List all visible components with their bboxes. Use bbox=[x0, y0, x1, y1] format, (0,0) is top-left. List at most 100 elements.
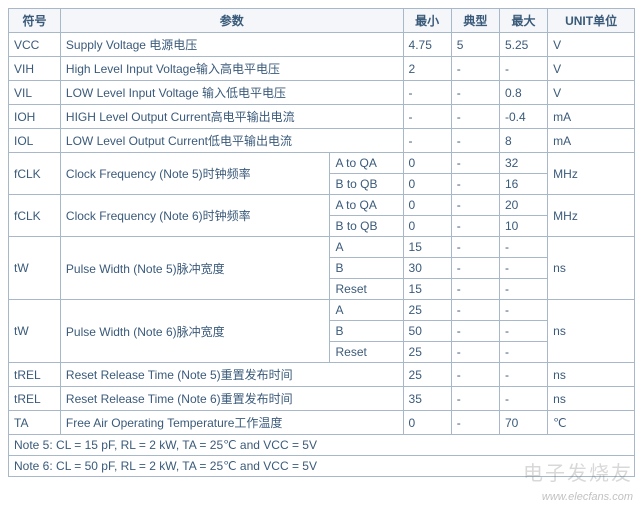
cell-unit: MHz bbox=[548, 153, 635, 195]
cell-max: 10 bbox=[499, 216, 547, 237]
cell-max: - bbox=[499, 342, 547, 363]
cell-max: - bbox=[499, 321, 547, 342]
cell-min: 0 bbox=[403, 216, 451, 237]
cell-unit: V bbox=[548, 81, 635, 105]
cell-cond: B to QB bbox=[330, 174, 403, 195]
table-row: TA Free Air Operating Temperature工作温度 0 … bbox=[9, 411, 635, 435]
cell-min: 15 bbox=[403, 237, 451, 258]
cell-sym: fCLK bbox=[9, 153, 61, 195]
cell-unit: ns bbox=[548, 300, 635, 363]
table-row: IOH HIGH Level Output Current高电平输出电流 - -… bbox=[9, 105, 635, 129]
cell-max: - bbox=[499, 258, 547, 279]
cell-max: - bbox=[499, 300, 547, 321]
cell-typ: - bbox=[451, 342, 499, 363]
table-row: tW Pulse Width (Note 6)脉冲宽度 A 25 - - ns bbox=[9, 300, 635, 321]
cell-param: HIGH Level Output Current高电平输出电流 bbox=[60, 105, 403, 129]
cell-typ: 5 bbox=[451, 33, 499, 57]
cell-typ: - bbox=[451, 279, 499, 300]
cell-unit: mA bbox=[548, 129, 635, 153]
cell-cond: Reset bbox=[330, 342, 403, 363]
cell-max: - bbox=[499, 363, 547, 387]
header-unit: UNIT单位 bbox=[548, 9, 635, 33]
cell-sym: VIL bbox=[9, 81, 61, 105]
cell-min: 0 bbox=[403, 153, 451, 174]
cell-max: - bbox=[499, 279, 547, 300]
cell-sym: tW bbox=[9, 300, 61, 363]
cell-min: 30 bbox=[403, 258, 451, 279]
cell-min: 25 bbox=[403, 300, 451, 321]
cell-typ: - bbox=[451, 300, 499, 321]
cell-param: Pulse Width (Note 6)脉冲宽度 bbox=[60, 300, 330, 363]
cell-min: 0 bbox=[403, 195, 451, 216]
cell-min: 50 bbox=[403, 321, 451, 342]
cell-max: -0.4 bbox=[499, 105, 547, 129]
table-row: VIH High Level Input Voltage输入高电平电压 2 - … bbox=[9, 57, 635, 81]
cell-sym: VIH bbox=[9, 57, 61, 81]
cell-min: - bbox=[403, 81, 451, 105]
cell-cond: B to QB bbox=[330, 216, 403, 237]
spec-table: 符号 参数 最小 典型 最大 UNIT单位 VCC Supply Voltage… bbox=[8, 8, 635, 477]
cell-unit: ns bbox=[548, 363, 635, 387]
cell-max: 8 bbox=[499, 129, 547, 153]
table-row: fCLK Clock Frequency (Note 5)时钟频率 A to Q… bbox=[9, 153, 635, 174]
table-row: tREL Reset Release Time (Note 5)重置发布时间 2… bbox=[9, 363, 635, 387]
cell-sym: tW bbox=[9, 237, 61, 300]
table-row: VIL LOW Level Input Voltage 输入低电平电压 - - … bbox=[9, 81, 635, 105]
cell-cond: A bbox=[330, 300, 403, 321]
cell-unit: mA bbox=[548, 105, 635, 129]
header-max: 最大 bbox=[499, 9, 547, 33]
cell-cond: A to QA bbox=[330, 153, 403, 174]
cell-max: 70 bbox=[499, 411, 547, 435]
cell-typ: - bbox=[451, 411, 499, 435]
header-row: 符号 参数 最小 典型 最大 UNIT单位 bbox=[9, 9, 635, 33]
note-row: Note 5: CL = 15 pF, RL = 2 kW, TA = 25℃ … bbox=[9, 435, 635, 456]
cell-param: LOW Level Output Current低电平输出电流 bbox=[60, 129, 403, 153]
cell-typ: - bbox=[451, 258, 499, 279]
table-row: tW Pulse Width (Note 5)脉冲宽度 A 15 - - ns bbox=[9, 237, 635, 258]
table-row: fCLK Clock Frequency (Note 6)时钟频率 A to Q… bbox=[9, 195, 635, 216]
cell-param: Free Air Operating Temperature工作温度 bbox=[60, 411, 403, 435]
cell-sym: IOH bbox=[9, 105, 61, 129]
cell-cond: A bbox=[330, 237, 403, 258]
cell-min: 25 bbox=[403, 342, 451, 363]
cell-param: Clock Frequency (Note 6)时钟频率 bbox=[60, 195, 330, 237]
cell-max: 0.8 bbox=[499, 81, 547, 105]
cell-max: - bbox=[499, 387, 547, 411]
cell-param: Pulse Width (Note 5)脉冲宽度 bbox=[60, 237, 330, 300]
cell-min: 25 bbox=[403, 363, 451, 387]
cell-unit: ℃ bbox=[548, 411, 635, 435]
table-row: IOL LOW Level Output Current低电平输出电流 - - … bbox=[9, 129, 635, 153]
cell-min: 0 bbox=[403, 411, 451, 435]
cell-param: Clock Frequency (Note 5)时钟频率 bbox=[60, 153, 330, 195]
cell-cond: B bbox=[330, 258, 403, 279]
cell-param: LOW Level Input Voltage 输入低电平电压 bbox=[60, 81, 403, 105]
cell-min: 35 bbox=[403, 387, 451, 411]
cell-unit: V bbox=[548, 57, 635, 81]
cell-param: High Level Input Voltage输入高电平电压 bbox=[60, 57, 403, 81]
note-text: Note 6: CL = 50 pF, RL = 2 kW, TA = 25℃ … bbox=[9, 456, 635, 477]
cell-typ: - bbox=[451, 363, 499, 387]
cell-max: 5.25 bbox=[499, 33, 547, 57]
cell-param: Reset Release Time (Note 5)重置发布时间 bbox=[60, 363, 403, 387]
note-text: Note 5: CL = 15 pF, RL = 2 kW, TA = 25℃ … bbox=[9, 435, 635, 456]
header-min: 最小 bbox=[403, 9, 451, 33]
table-body: VCC Supply Voltage 电源电压 4.75 5 5.25 V VI… bbox=[9, 33, 635, 477]
cell-typ: - bbox=[451, 81, 499, 105]
cell-typ: - bbox=[451, 216, 499, 237]
cell-min: 0 bbox=[403, 174, 451, 195]
cell-typ: - bbox=[451, 237, 499, 258]
cell-max: 20 bbox=[499, 195, 547, 216]
cell-min: - bbox=[403, 129, 451, 153]
cell-unit: ns bbox=[548, 237, 635, 300]
cell-typ: - bbox=[451, 195, 499, 216]
cell-typ: - bbox=[451, 57, 499, 81]
cell-sym: tREL bbox=[9, 387, 61, 411]
note-row: Note 6: CL = 50 pF, RL = 2 kW, TA = 25℃ … bbox=[9, 456, 635, 477]
cell-param: Reset Release Time (Note 6)重置发布时间 bbox=[60, 387, 403, 411]
cell-typ: - bbox=[451, 321, 499, 342]
cell-min: 15 bbox=[403, 279, 451, 300]
cell-typ: - bbox=[451, 174, 499, 195]
table-row: VCC Supply Voltage 电源电压 4.75 5 5.25 V bbox=[9, 33, 635, 57]
cell-min: - bbox=[403, 105, 451, 129]
cell-max: 32 bbox=[499, 153, 547, 174]
